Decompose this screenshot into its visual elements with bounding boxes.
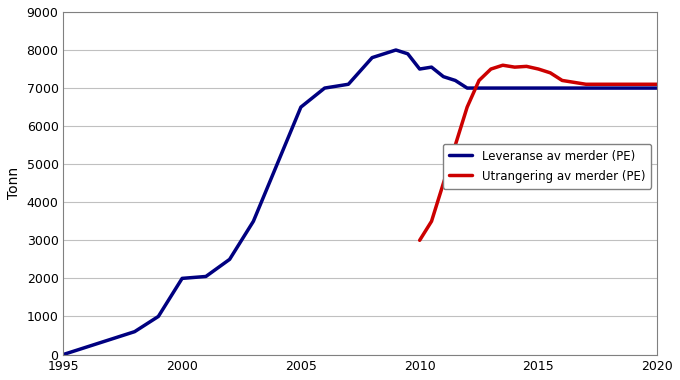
Leveranse av merder (PE): [296, 105, 305, 109]
Utrangering av merder (PE): [630, 82, 638, 87]
Utrangering av merder (PE): [452, 143, 460, 147]
Utrangering av merder (PE): [487, 67, 495, 71]
Utrangering av merder (PE): [522, 64, 530, 69]
Leveranse av merder (PE): [415, 67, 424, 71]
Leveranse av merder (PE): [653, 86, 661, 90]
Leveranse av merder (PE): [511, 86, 519, 90]
Leveranse av merder (PE): [606, 86, 614, 90]
Leveranse av merder (PE): [250, 219, 258, 223]
Leveranse av merder (PE): [59, 352, 67, 357]
Leveranse av merder (PE): [582, 86, 590, 90]
Utrangering av merder (PE): [439, 181, 447, 185]
Leveranse av merder (PE): [452, 78, 460, 83]
Utrangering av merder (PE): [534, 67, 543, 71]
Utrangering av merder (PE): [475, 78, 483, 83]
Leveranse av merder (PE): [463, 86, 471, 90]
Utrangering av merder (PE): [582, 82, 590, 87]
Leveranse av merder (PE): [487, 86, 495, 90]
Leveranse av merder (PE): [630, 86, 638, 90]
Leveranse av merder (PE): [534, 86, 543, 90]
Utrangering av merder (PE): [428, 219, 436, 223]
Leveranse av merder (PE): [404, 52, 412, 56]
Leveranse av merder (PE): [558, 86, 566, 90]
Legend: Leveranse av merder (PE), Utrangering av merder (PE): Leveranse av merder (PE), Utrangering av…: [443, 144, 651, 188]
Leveranse av merder (PE): [107, 337, 115, 342]
Utrangering av merder (PE): [511, 65, 519, 70]
Leveranse av merder (PE): [392, 48, 400, 52]
Leveranse av merder (PE): [154, 314, 163, 319]
Leveranse av merder (PE): [368, 55, 376, 60]
Leveranse av merder (PE): [131, 329, 139, 334]
Utrangering av merder (PE): [558, 78, 566, 83]
Leveranse av merder (PE): [439, 74, 447, 79]
Leveranse av merder (PE): [178, 276, 186, 281]
Line: Utrangering av merder (PE): Utrangering av merder (PE): [420, 65, 657, 240]
Leveranse av merder (PE): [202, 274, 210, 279]
Utrangering av merder (PE): [606, 82, 614, 87]
Y-axis label: Tonn: Tonn: [7, 167, 21, 199]
Utrangering av merder (PE): [498, 63, 507, 68]
Utrangering av merder (PE): [463, 105, 471, 109]
Utrangering av merder (PE): [415, 238, 424, 242]
Leveranse av merder (PE): [344, 82, 352, 87]
Leveranse av merder (PE): [226, 257, 234, 261]
Line: Leveranse av merder (PE): Leveranse av merder (PE): [63, 50, 657, 355]
Leveranse av merder (PE): [428, 65, 436, 70]
Utrangering av merder (PE): [653, 82, 661, 87]
Leveranse av merder (PE): [273, 162, 282, 166]
Leveranse av merder (PE): [320, 86, 328, 90]
Utrangering av merder (PE): [546, 71, 554, 75]
